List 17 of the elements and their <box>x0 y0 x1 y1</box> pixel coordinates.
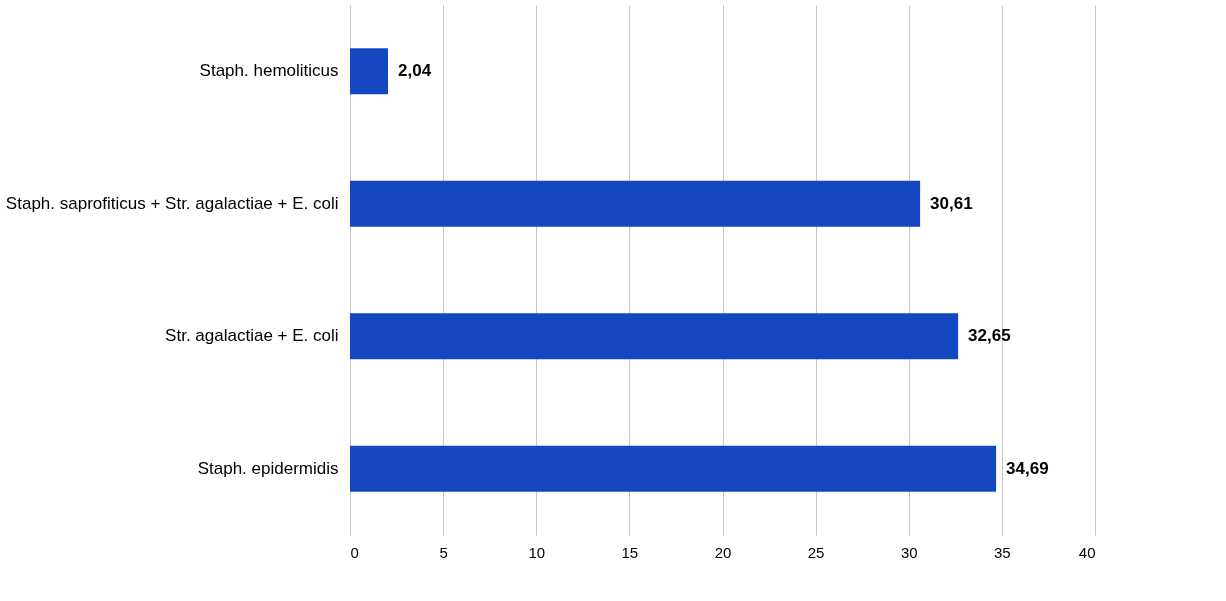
x-tick-label: 10 <box>528 543 546 561</box>
y-tick-label: Staph. epidermidis <box>197 458 339 478</box>
x-tick-label: 40 <box>1078 543 1096 561</box>
x-tick-label: 35 <box>994 543 1011 561</box>
data-label: 2,04 <box>397 61 432 81</box>
y-tick-label: Staph. hemoliticus <box>199 61 339 81</box>
x-tick-label: 0 <box>350 543 359 561</box>
x-tick-label: 5 <box>439 543 448 561</box>
x-tick-label: 15 <box>621 543 639 561</box>
y-tick-label: Str. agalactiae + E. coli <box>165 326 339 346</box>
data-label: 30,61 <box>930 193 973 213</box>
x-tick-label: 25 <box>807 543 825 561</box>
data-label: 32,65 <box>968 326 1011 346</box>
y-tick-label: Staph. saprofiticus + Str. agalactiae + E. coli <box>5 193 339 213</box>
x-tick-label: 20 <box>714 543 732 561</box>
x-tick-label: 30 <box>900 543 918 561</box>
data-label: 34,69 <box>1006 458 1049 478</box>
